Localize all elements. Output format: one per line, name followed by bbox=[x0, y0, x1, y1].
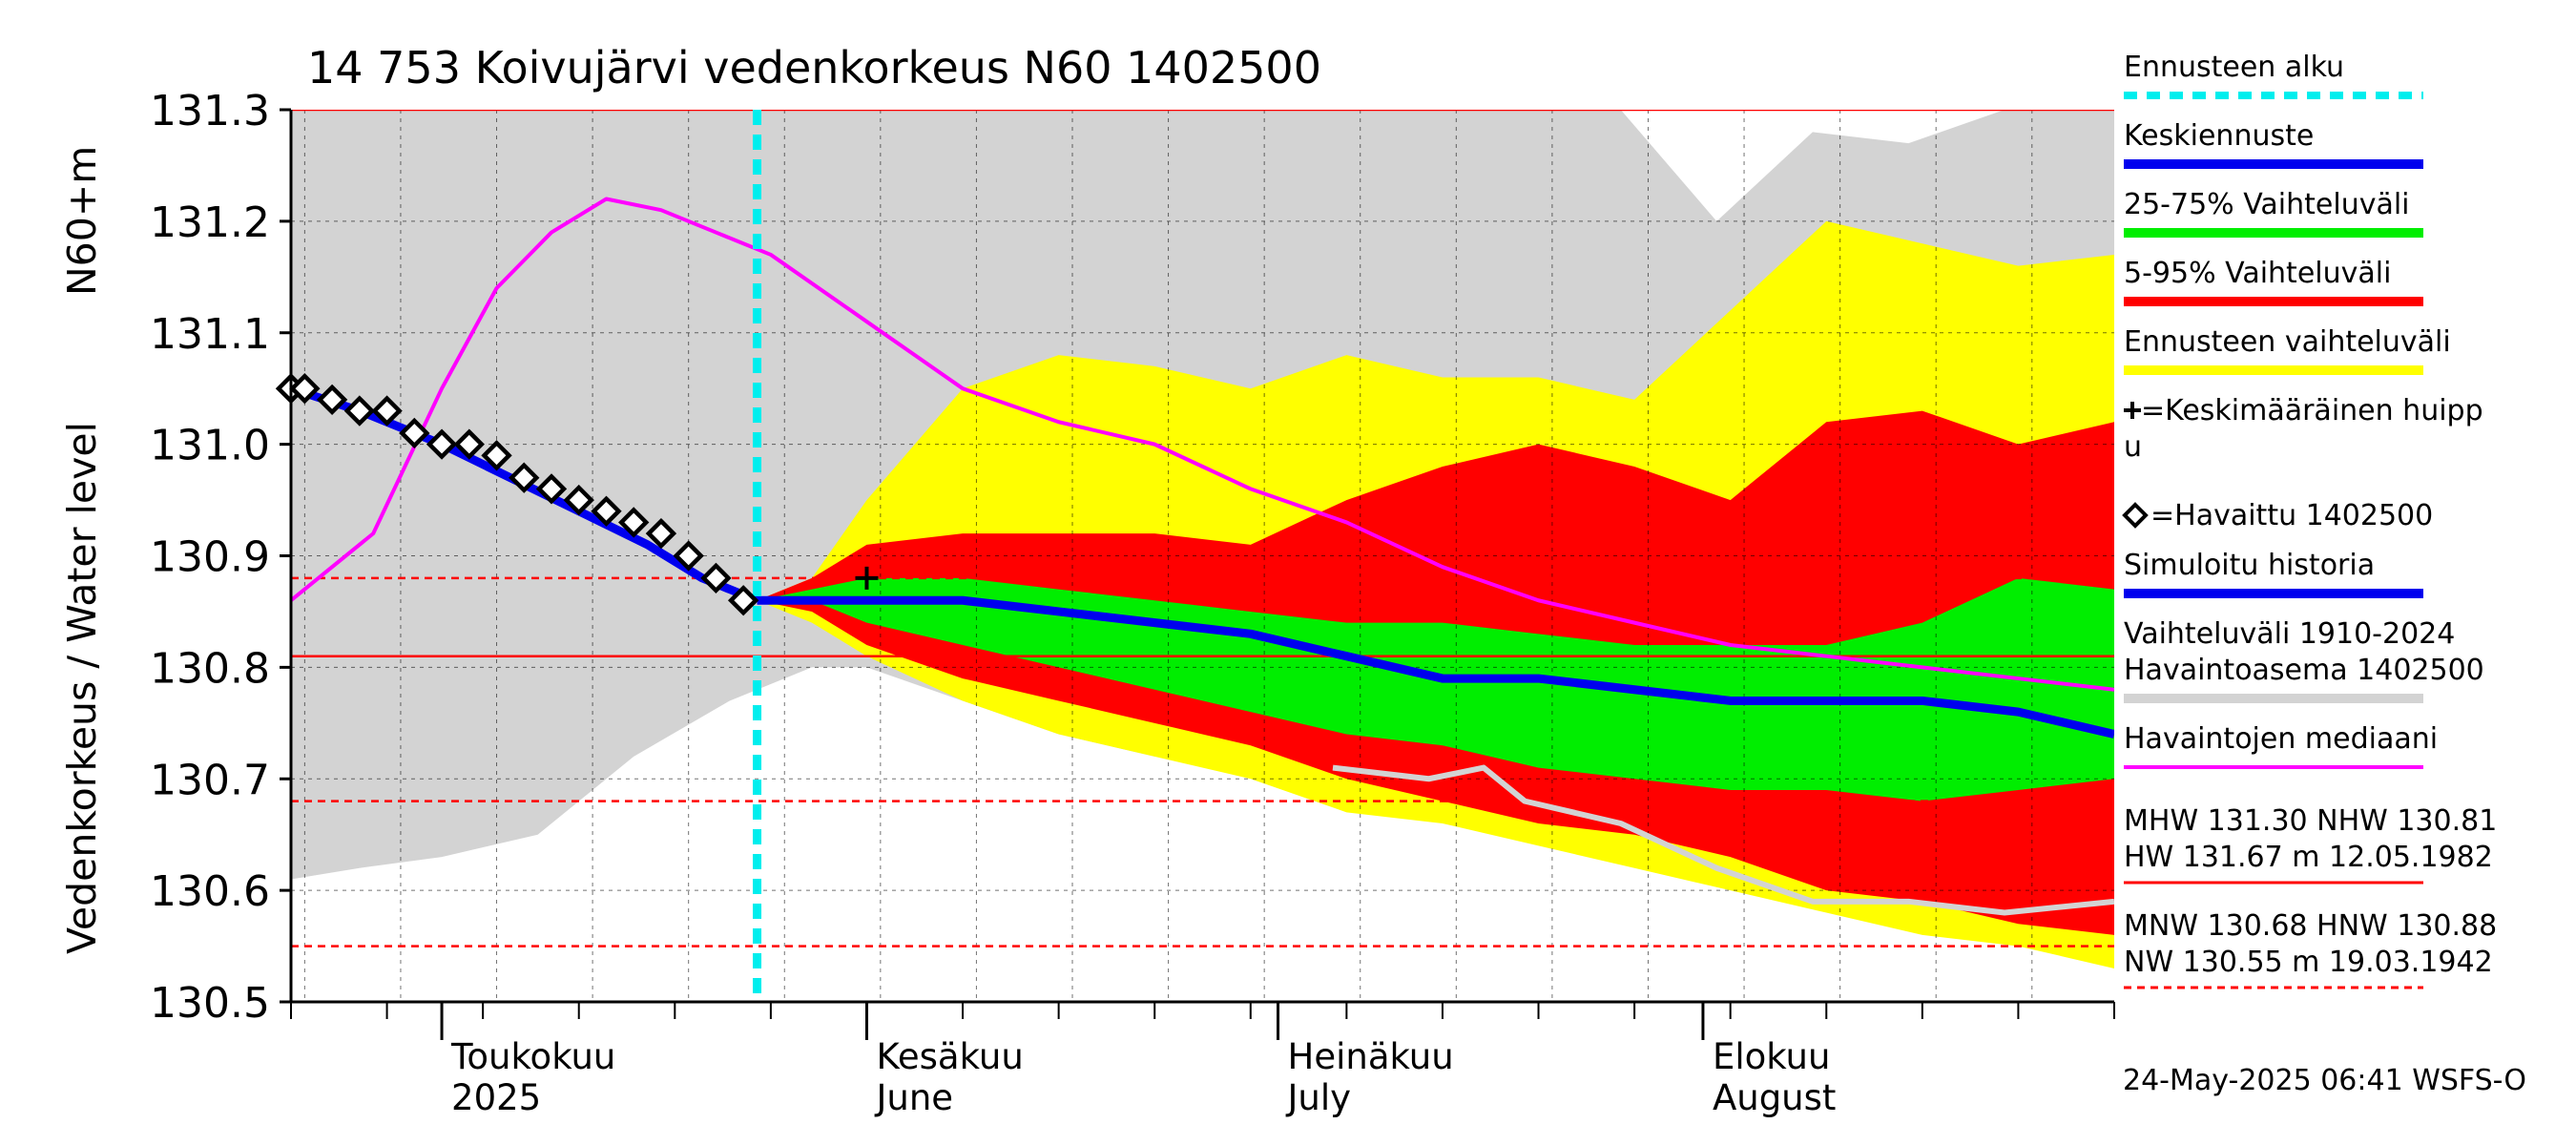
legend-label: Simuloitu historia bbox=[2124, 549, 2375, 582]
observed-point bbox=[673, 540, 704, 572]
observed-point bbox=[481, 440, 512, 471]
observed-point bbox=[426, 428, 458, 460]
line-havaintojen-mediaani bbox=[291, 197, 2114, 692]
y-tick-label: 130.7 bbox=[150, 756, 270, 804]
observed-point bbox=[289, 373, 321, 405]
legend: Ennusteen alku Keskiennuste 25-75% Vaihtel… bbox=[2122, 51, 2484, 769]
x-month-label: Heinäkuu bbox=[1288, 1036, 1454, 1077]
legend-label: Havaintojen mediaani bbox=[2124, 722, 2438, 756]
observed-point bbox=[371, 395, 403, 427]
y-tick-label: 131.3 bbox=[150, 87, 270, 135]
legend-label: =Havaittu 1402500 bbox=[2150, 499, 2433, 532]
y-tick-label: 130.9 bbox=[150, 533, 270, 582]
y-axis-label: Vedenkorkeus / Water level bbox=[59, 422, 105, 954]
legend-label-2: u bbox=[2124, 430, 2142, 464]
y-tick-label: 130.6 bbox=[150, 867, 270, 916]
line-min-history bbox=[1332, 764, 2114, 916]
y-tick-label: 131.0 bbox=[150, 422, 270, 470]
stats-line: NW 130.55 m 19.03.1942 bbox=[2124, 946, 2493, 979]
observed-point bbox=[700, 562, 732, 594]
stats-line: HW 131.67 m 12.05.1982 bbox=[2124, 841, 2493, 874]
x-month-label: Kesäkuu bbox=[876, 1036, 1023, 1077]
timestamp: 24-May-2025 06:41 WSFS-O bbox=[2123, 1064, 2526, 1097]
observed-point bbox=[343, 395, 376, 427]
observed-point bbox=[316, 384, 348, 416]
observed-point bbox=[399, 417, 430, 449]
y-axis-unit: N60+m bbox=[59, 146, 105, 296]
x-month-sublabel: July bbox=[1286, 1077, 1352, 1118]
x-month-label: Toukokuu bbox=[450, 1036, 615, 1077]
x-month-sublabel: 2025 bbox=[451, 1077, 541, 1118]
x-month-sublabel: August bbox=[1713, 1077, 1836, 1118]
chart-title: 14 753 Koivujärvi vedenkorkeus N60 14025… bbox=[307, 42, 1321, 94]
stats-line: MHW 131.30 NHW 130.81 bbox=[2124, 804, 2497, 838]
band-25-75-vaihteluv-li bbox=[757, 577, 2114, 802]
observed-point bbox=[563, 484, 594, 516]
y-tick-label: 130.8 bbox=[150, 644, 270, 693]
observed-point bbox=[618, 507, 650, 538]
legend-label: Vaihteluväli 1910-2024 bbox=[2124, 617, 2455, 651]
y-axis: 130.5 130.6 130.7 130.8 130.9 131.0 131.1 131.2… bbox=[150, 87, 293, 1028]
x-month-sublabel: June bbox=[874, 1077, 953, 1118]
y-tick-label: 131.2 bbox=[150, 198, 270, 247]
y-tick-label: 130.5 bbox=[150, 979, 270, 1028]
legend-label: Ennusteen vaihteluväli bbox=[2124, 325, 2451, 359]
legend-label: 25-75% Vaihteluväli bbox=[2124, 188, 2410, 221]
plot-area bbox=[291, 110, 2114, 1002]
y-tick-label: 131.1 bbox=[150, 310, 270, 359]
stats-line: MNW 130.68 HNW 130.88 bbox=[2124, 909, 2497, 943]
observed-point bbox=[509, 462, 540, 493]
legend-label: Ennusteen alku bbox=[2124, 51, 2344, 84]
legend-label: 5-95% Vaihteluväli bbox=[2124, 257, 2391, 290]
x-month-label: Elokuu bbox=[1713, 1036, 1830, 1077]
observed-point bbox=[727, 585, 759, 616]
observed-point bbox=[591, 495, 622, 527]
legend-label: =Keskimääräinen huipp bbox=[2141, 394, 2483, 427]
legend-label-2: Havaintoasema 1402500 bbox=[2124, 654, 2484, 687]
legend-diamond bbox=[2122, 502, 2149, 529]
observed-point bbox=[453, 428, 485, 460]
line-keskiennuste bbox=[757, 595, 2114, 739]
legend-label: Keskiennuste bbox=[2124, 119, 2314, 153]
plot-overlay bbox=[275, 110, 879, 1002]
observed-point bbox=[645, 517, 677, 550]
observed-point bbox=[535, 473, 568, 505]
